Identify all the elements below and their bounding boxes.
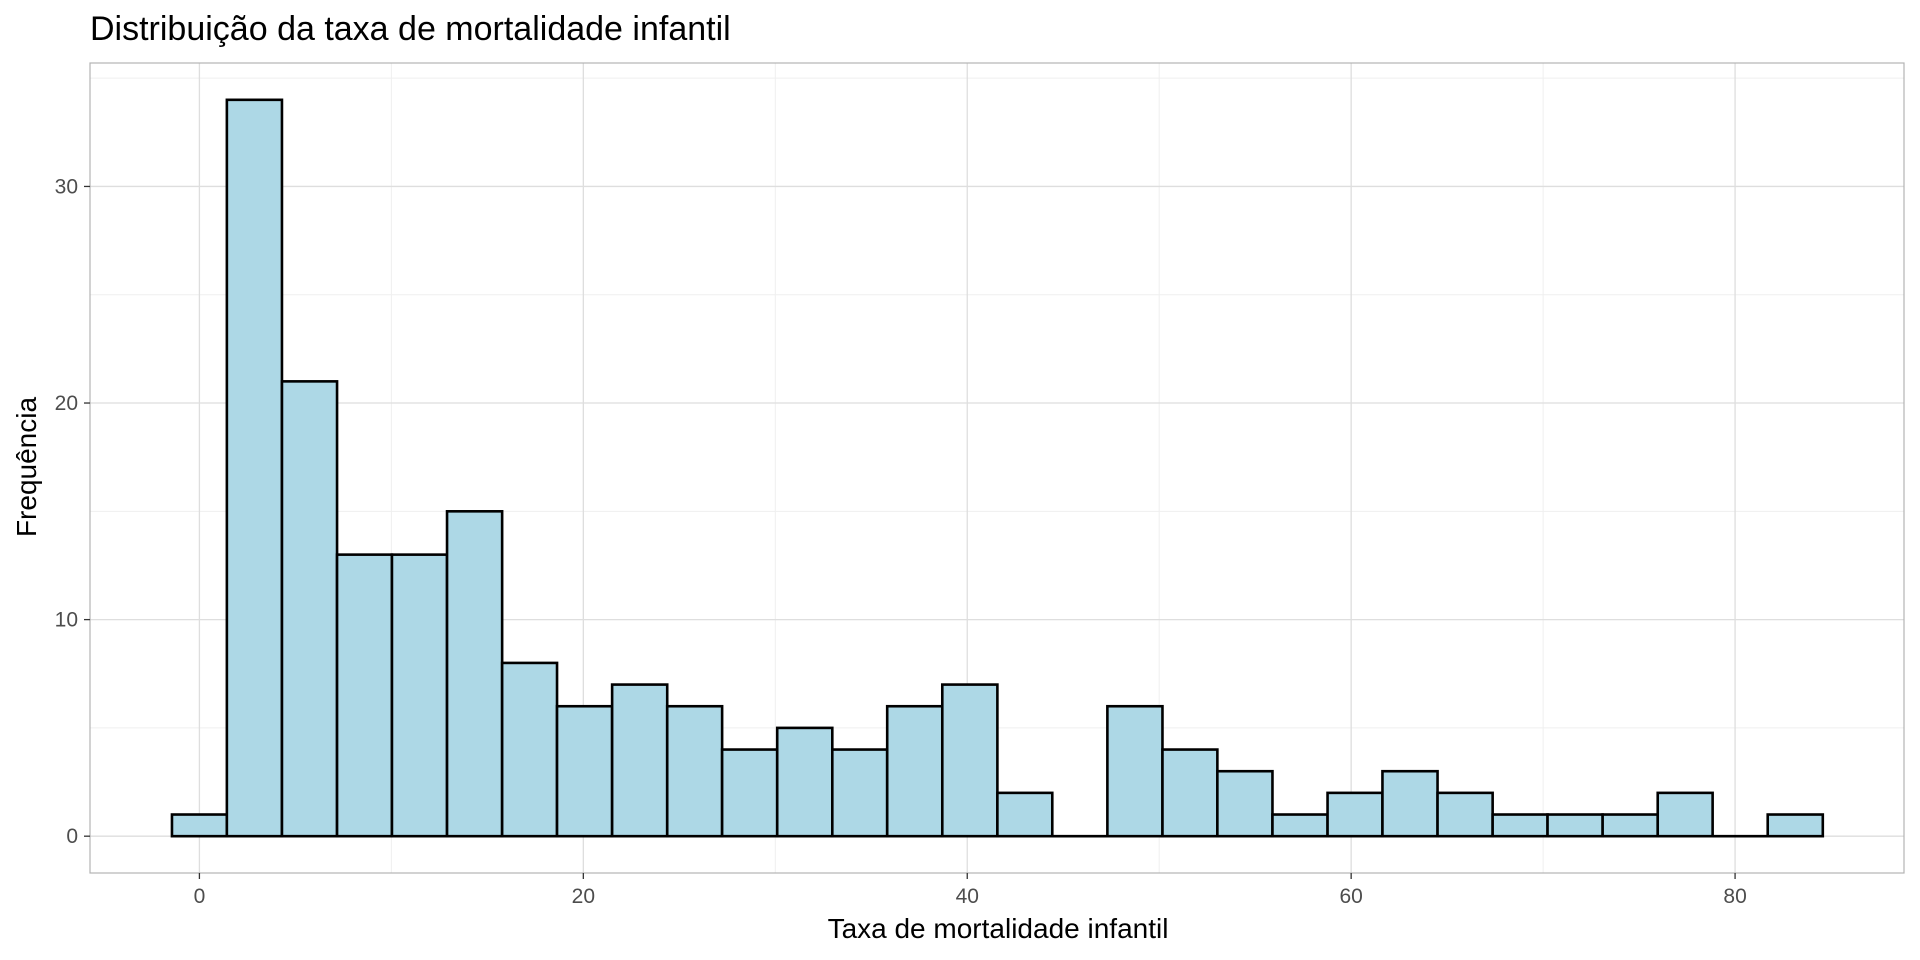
histogram-bar <box>335 553 394 838</box>
panel-border <box>89 62 1905 874</box>
histogram-bar <box>1491 813 1549 838</box>
x-tick-label: 20 <box>572 885 595 908</box>
histogram-bar <box>885 704 944 838</box>
histogram-bar <box>996 791 1054 838</box>
y-tick-label: 0 <box>66 825 78 848</box>
histogram-bar <box>775 726 834 838</box>
histogram-bar <box>1656 791 1714 838</box>
histogram-bar <box>170 813 229 838</box>
histogram-bar <box>1271 813 1329 838</box>
histogram-bar <box>610 683 669 838</box>
histogram-bar <box>1381 769 1439 838</box>
y-tick-label: 20 <box>55 392 78 415</box>
histogram-bar <box>831 748 889 838</box>
histogram-bar <box>720 748 779 838</box>
histogram-bar <box>1106 704 1164 838</box>
x-tick-label: 40 <box>956 885 979 908</box>
histogram-bar <box>390 553 449 838</box>
histogram-bar <box>1436 791 1494 838</box>
y-tick-label: 30 <box>55 175 78 198</box>
histogram-bar <box>1766 813 1825 838</box>
histogram-bar <box>555 704 614 838</box>
x-tick-label: 80 <box>1723 885 1746 908</box>
histogram-bar <box>225 98 284 838</box>
histogram-bar <box>1601 813 1660 838</box>
x-axis: 0 20 40 60 80 <box>194 873 1747 908</box>
x-axis-title: Taxa de mortalidade infantil <box>828 913 1169 944</box>
y-axis-title: Frequência <box>11 397 42 538</box>
histogram-bar <box>665 704 724 838</box>
y-tick-label: 10 <box>55 609 78 632</box>
x-tick-label: 60 <box>1339 885 1362 908</box>
bars <box>170 98 1825 838</box>
y-axis: 0 10 20 30 <box>55 175 90 848</box>
histogram-bar <box>280 380 339 838</box>
histogram-bar <box>500 661 559 838</box>
histogram-bar <box>940 683 999 838</box>
histogram-bar <box>1326 791 1384 838</box>
x-tick-label: 0 <box>194 885 206 908</box>
histogram-bar <box>1216 769 1274 838</box>
histogram-bar <box>1161 748 1219 838</box>
chart-title: Distribuição da taxa de mortalidade infa… <box>90 10 731 48</box>
histogram-bar <box>1546 813 1604 838</box>
histogram-bar <box>445 510 504 838</box>
